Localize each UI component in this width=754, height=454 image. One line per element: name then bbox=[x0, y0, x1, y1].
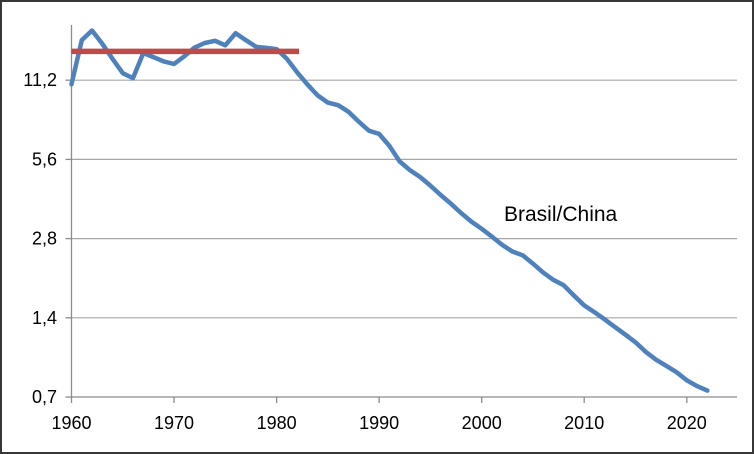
x-tick-label: 1990 bbox=[359, 413, 399, 433]
x-tick-label: 2010 bbox=[564, 413, 604, 433]
x-tick-label: 1970 bbox=[154, 413, 194, 433]
x-tick-label: 2000 bbox=[462, 413, 502, 433]
y-tick-label: 2,8 bbox=[32, 229, 57, 249]
y-tick-label: 11,2 bbox=[23, 70, 57, 90]
y-tick-label: 5,6 bbox=[32, 149, 57, 169]
x-tick-label: 2020 bbox=[667, 413, 707, 433]
series-label: Brasil/China bbox=[504, 203, 618, 226]
x-tick-label: 1980 bbox=[257, 413, 297, 433]
y-tick-label: 0,7 bbox=[32, 387, 57, 407]
y-tick-label: 1,4 bbox=[32, 308, 57, 328]
x-tick-label: 1960 bbox=[51, 413, 91, 433]
data-series-line bbox=[69, 28, 710, 393]
